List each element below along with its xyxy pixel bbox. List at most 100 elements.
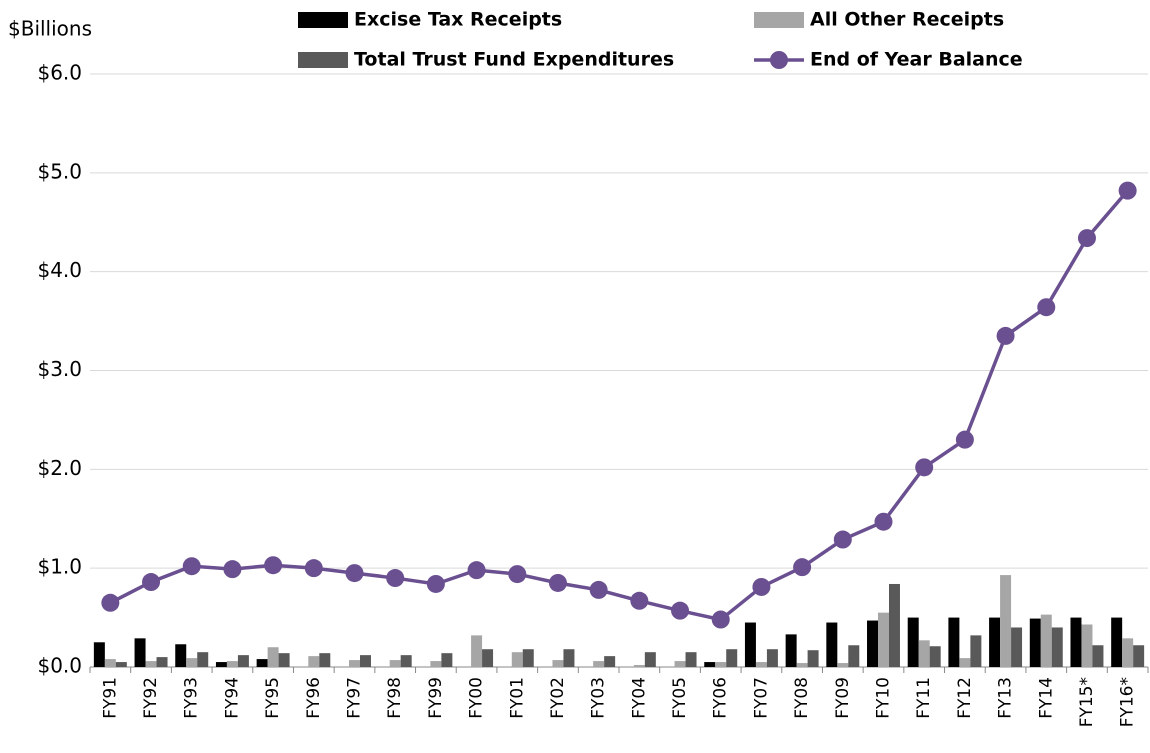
marker (1118, 181, 1137, 200)
bar (1051, 627, 1063, 667)
x-tick-label: FY00 (467, 677, 487, 719)
bar (400, 655, 412, 667)
x-tick-label: FY14 (1036, 677, 1056, 719)
bar (1111, 617, 1123, 667)
bar (989, 617, 1001, 667)
marker (386, 569, 405, 588)
bar (186, 658, 198, 667)
bar (1081, 624, 1093, 667)
bar (704, 662, 716, 667)
bar (430, 661, 442, 667)
marker (630, 591, 649, 610)
bar (878, 612, 889, 667)
legend-label: End of Year Balance (810, 49, 1023, 71)
bar (1011, 627, 1023, 667)
marker (752, 577, 771, 596)
bar (604, 656, 616, 667)
x-tick-label: FY08 (792, 677, 812, 719)
marker (223, 560, 242, 579)
bar (959, 658, 971, 667)
bar (237, 655, 249, 667)
x-tick-label: FY93 (182, 677, 202, 719)
bar (359, 655, 371, 667)
bar (685, 652, 697, 667)
bar (104, 659, 116, 667)
bar (1000, 575, 1012, 667)
bar (1122, 638, 1134, 667)
bar (826, 622, 838, 667)
x-tick-label: FY96 (304, 677, 324, 719)
marker (833, 530, 852, 549)
marker (793, 558, 812, 577)
bar (482, 649, 494, 667)
x-tick-label: FY09 (833, 677, 853, 719)
bar (278, 653, 290, 667)
marker (1077, 229, 1096, 248)
y-axis-label: $Billions (8, 17, 92, 41)
marker (101, 593, 120, 612)
bar (674, 661, 686, 667)
legend-label: Excise Tax Receipts (354, 9, 562, 31)
y-tick-label: $5.0 (37, 159, 82, 183)
legend-label: Total Trust Fund Expenditures (354, 49, 674, 71)
x-tick-label: FY02 (548, 677, 568, 719)
bar (511, 652, 523, 667)
bar (744, 622, 756, 667)
legend-marker (770, 51, 788, 69)
bar (471, 635, 483, 667)
bar (1070, 617, 1082, 667)
marker (345, 564, 364, 583)
legend-swatch (754, 12, 804, 28)
bar (1040, 614, 1052, 667)
x-tick-label: FY92 (141, 677, 161, 719)
bar (175, 644, 187, 667)
bar (1133, 645, 1145, 667)
bar (1092, 645, 1104, 667)
bar (267, 647, 279, 667)
marker (874, 512, 893, 531)
bar (888, 583, 900, 667)
bar (349, 660, 360, 667)
marker (426, 574, 445, 593)
x-tick-label: FY91 (100, 677, 120, 719)
y-tick-label: $0.0 (37, 654, 82, 678)
bar (552, 660, 564, 667)
bar (1029, 618, 1041, 667)
legend-label: All Other Receipts (810, 9, 1004, 31)
bar (522, 649, 534, 667)
y-tick-label: $2.0 (37, 456, 82, 480)
marker (955, 430, 974, 449)
bar (319, 653, 331, 667)
x-tick-label: FY15* (1077, 677, 1097, 727)
bar (918, 640, 930, 667)
marker (508, 565, 527, 584)
x-tick-label: FY94 (222, 677, 242, 719)
line (109, 189, 1129, 622)
bar (256, 659, 268, 667)
marker (548, 573, 567, 592)
x-tick-label: FY07 (751, 677, 771, 719)
x-tick-label: FY97 (345, 677, 365, 719)
bar (134, 638, 146, 667)
bar (848, 645, 860, 667)
bar (948, 617, 960, 667)
x-tick-label: FY12 (955, 677, 975, 719)
bar (563, 649, 575, 667)
x-tick-label: FY13 (996, 677, 1016, 719)
y-tick-label: $3.0 (37, 357, 82, 381)
legend-swatch (298, 12, 348, 28)
x-tick-label: FY05 (670, 677, 690, 719)
marker (182, 557, 201, 576)
legend-swatch (298, 52, 348, 68)
x-tick-label: FY99 (426, 677, 446, 719)
bar (837, 663, 849, 667)
x-tick-label: FY01 (507, 677, 527, 719)
bar (970, 635, 982, 667)
x-tick-label: FY11 (914, 677, 934, 719)
marker (142, 573, 161, 592)
marker (915, 458, 934, 477)
x-tick-label: FY95 (263, 677, 283, 719)
y-tick-label: $4.0 (37, 258, 82, 282)
bar (766, 649, 778, 667)
bar (644, 652, 656, 667)
